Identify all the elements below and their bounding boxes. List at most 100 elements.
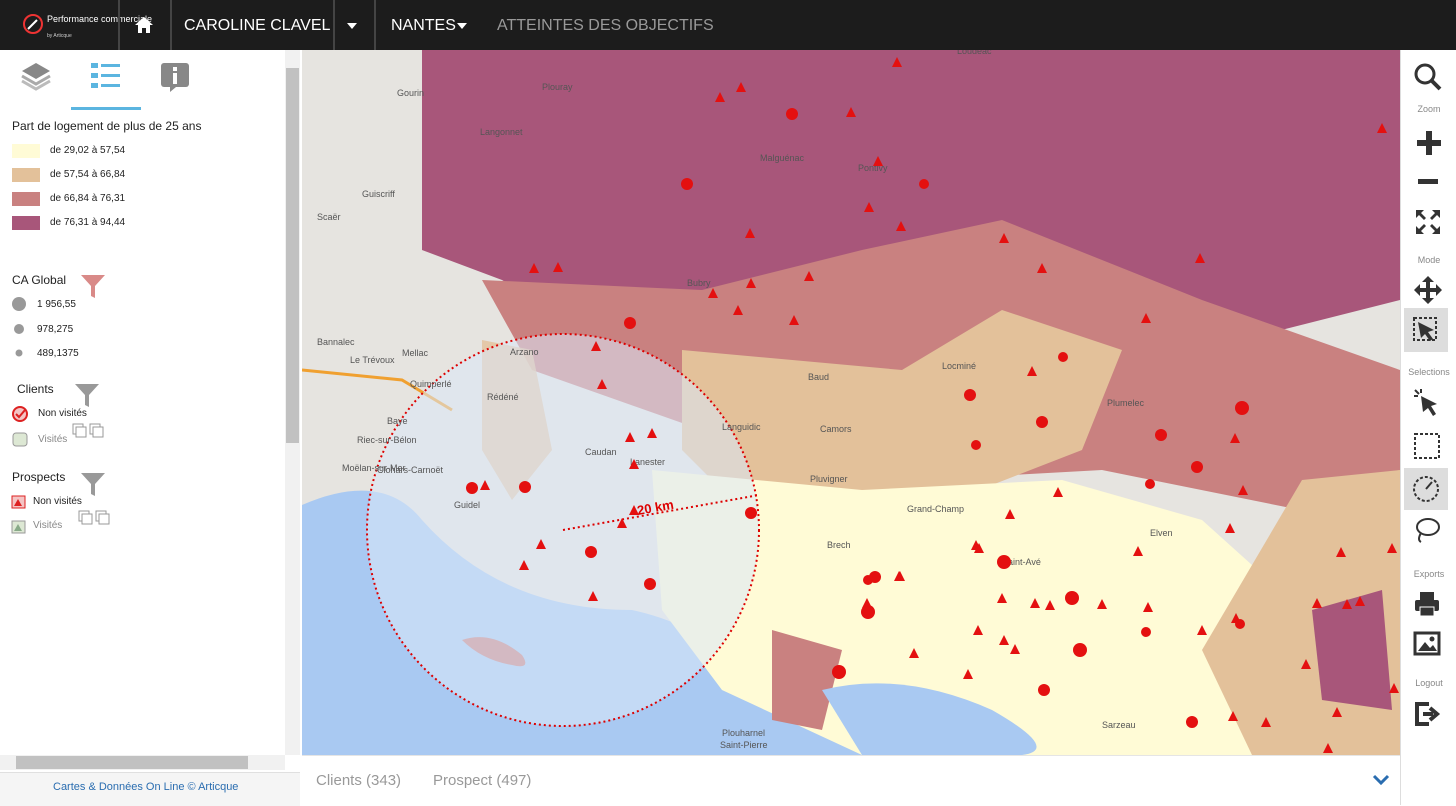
info-tab[interactable] [160, 62, 190, 92]
h-scrollbar[interactable] [0, 755, 285, 770]
place-label: Moëlan-sur-Mer [342, 463, 406, 473]
tab[interactable]: Prospect (497) [433, 772, 532, 789]
client-marker [1141, 627, 1151, 637]
toolbar-group: Logout [1415, 678, 1443, 688]
place-label: Plouharnel [722, 728, 765, 738]
place-label: Grand-Champ [907, 504, 964, 514]
place-label: Locminé [942, 361, 976, 371]
prospect-marker [1037, 263, 1047, 273]
clients-item: Visités [38, 434, 68, 445]
map-toolbar: Zoom Mode Selections Exports Logout [1400, 50, 1456, 805]
select-click[interactable] [1413, 388, 1441, 416]
city-dropdown[interactable] [456, 22, 468, 30]
expand-panel[interactable] [1372, 774, 1390, 786]
menu-item[interactable]: ATTEINTES DES OBJECTIFS [497, 17, 714, 34]
prospect-marker [597, 379, 607, 389]
select-toggle[interactable] [78, 509, 110, 525]
scrollbar[interactable] [285, 50, 300, 755]
prospects-item: Non visités [33, 496, 82, 507]
place-label: Languidic [722, 422, 761, 432]
prospect-marker [1377, 123, 1387, 133]
prospect-marker [553, 262, 563, 272]
place-label: Pluvigner [810, 474, 848, 484]
prospect-marker [1225, 523, 1235, 533]
prospect-marker [1228, 711, 1238, 721]
user-dropdown[interactable] [346, 22, 358, 30]
legend-class: de 76,31 à 94,44 [50, 217, 126, 228]
place-label: Scaër [317, 212, 341, 222]
place-label: Camors [820, 424, 852, 434]
search-button[interactable] [1413, 62, 1443, 92]
fullscreen[interactable] [1414, 208, 1442, 236]
place-label: Loudéac [957, 50, 992, 56]
place-label: Pontivy [858, 163, 888, 173]
select-toggle[interactable] [72, 422, 104, 438]
client-marker [964, 389, 976, 401]
legend-title: Part de logement de plus de 25 ans [12, 119, 202, 133]
place-label: Caudan [585, 447, 617, 457]
select-rect[interactable] [1413, 432, 1441, 460]
logout[interactable] [1413, 700, 1441, 728]
tab[interactable]: Clients (343) [316, 772, 402, 789]
select-mode[interactable] [1404, 308, 1448, 352]
logo-title: Performance commerciale [47, 14, 153, 24]
client-marker [1235, 619, 1245, 629]
place-label: Baye [387, 416, 408, 426]
prospect-marker [1005, 509, 1015, 519]
prospect-marker [588, 591, 598, 601]
filter-icon[interactable] [80, 274, 106, 300]
legend-tab[interactable] [90, 62, 122, 90]
client-marker [1235, 401, 1249, 415]
size-symbols [12, 297, 26, 357]
logo-icon [23, 14, 43, 34]
export-image[interactable] [1413, 630, 1441, 658]
print[interactable] [1413, 590, 1441, 618]
select-circle[interactable] [1404, 468, 1448, 510]
user-name[interactable]: CAROLINE CLAVEL [184, 17, 331, 34]
layers-tab[interactable] [20, 60, 52, 92]
city-menu[interactable]: NANTES [391, 17, 456, 34]
filter-icon[interactable] [80, 472, 106, 498]
client-marker [745, 507, 757, 519]
toolbar-group: Selections [1408, 367, 1450, 377]
place-label: Malguénac [760, 153, 805, 163]
client-marker [863, 575, 873, 585]
prospect-marker [591, 341, 601, 351]
zoom-out[interactable] [1416, 178, 1442, 186]
client-marker [644, 578, 656, 590]
place-label: Riec-sur-Bélon [357, 435, 417, 445]
prospect-marker [1097, 599, 1107, 609]
client-marker [1155, 429, 1167, 441]
bottom-bar: Clients (343) Prospect (497) [302, 755, 1400, 806]
place-label: Guiscriff [362, 189, 395, 199]
prospect-marker [1143, 602, 1153, 612]
map[interactable]: 20 km Gourin Plouray Langonnet Guiscriff Sca… [302, 50, 1400, 755]
prospects-title: Prospects [12, 470, 66, 484]
client-symbols [12, 406, 28, 447]
client-marker [1065, 591, 1079, 605]
select-lasso[interactable] [1413, 516, 1441, 544]
client-marker [861, 605, 875, 619]
prospect-marker [647, 428, 657, 438]
clients-item: Non visités [38, 408, 87, 419]
filter-icon[interactable] [74, 383, 100, 409]
prospect-marker [963, 669, 973, 679]
prospect-marker [529, 263, 539, 273]
client-marker [786, 108, 798, 120]
place-label: Sarzeau [1102, 720, 1136, 730]
prospect-marker [629, 505, 639, 515]
prospect-marker [909, 648, 919, 658]
prospect-marker [1030, 598, 1040, 608]
zoom-in[interactable] [1416, 130, 1442, 156]
place-label: Arzano [510, 347, 539, 357]
prospect-marker [708, 288, 718, 298]
client-marker [971, 440, 981, 450]
prospect-marker [746, 278, 756, 288]
prospect-marker [1027, 366, 1037, 376]
prospect-marker [536, 539, 546, 549]
pan-mode[interactable] [1413, 275, 1443, 305]
prospect-marker [519, 560, 529, 570]
prospect-marker [1312, 598, 1322, 608]
home-button[interactable] [134, 16, 154, 34]
